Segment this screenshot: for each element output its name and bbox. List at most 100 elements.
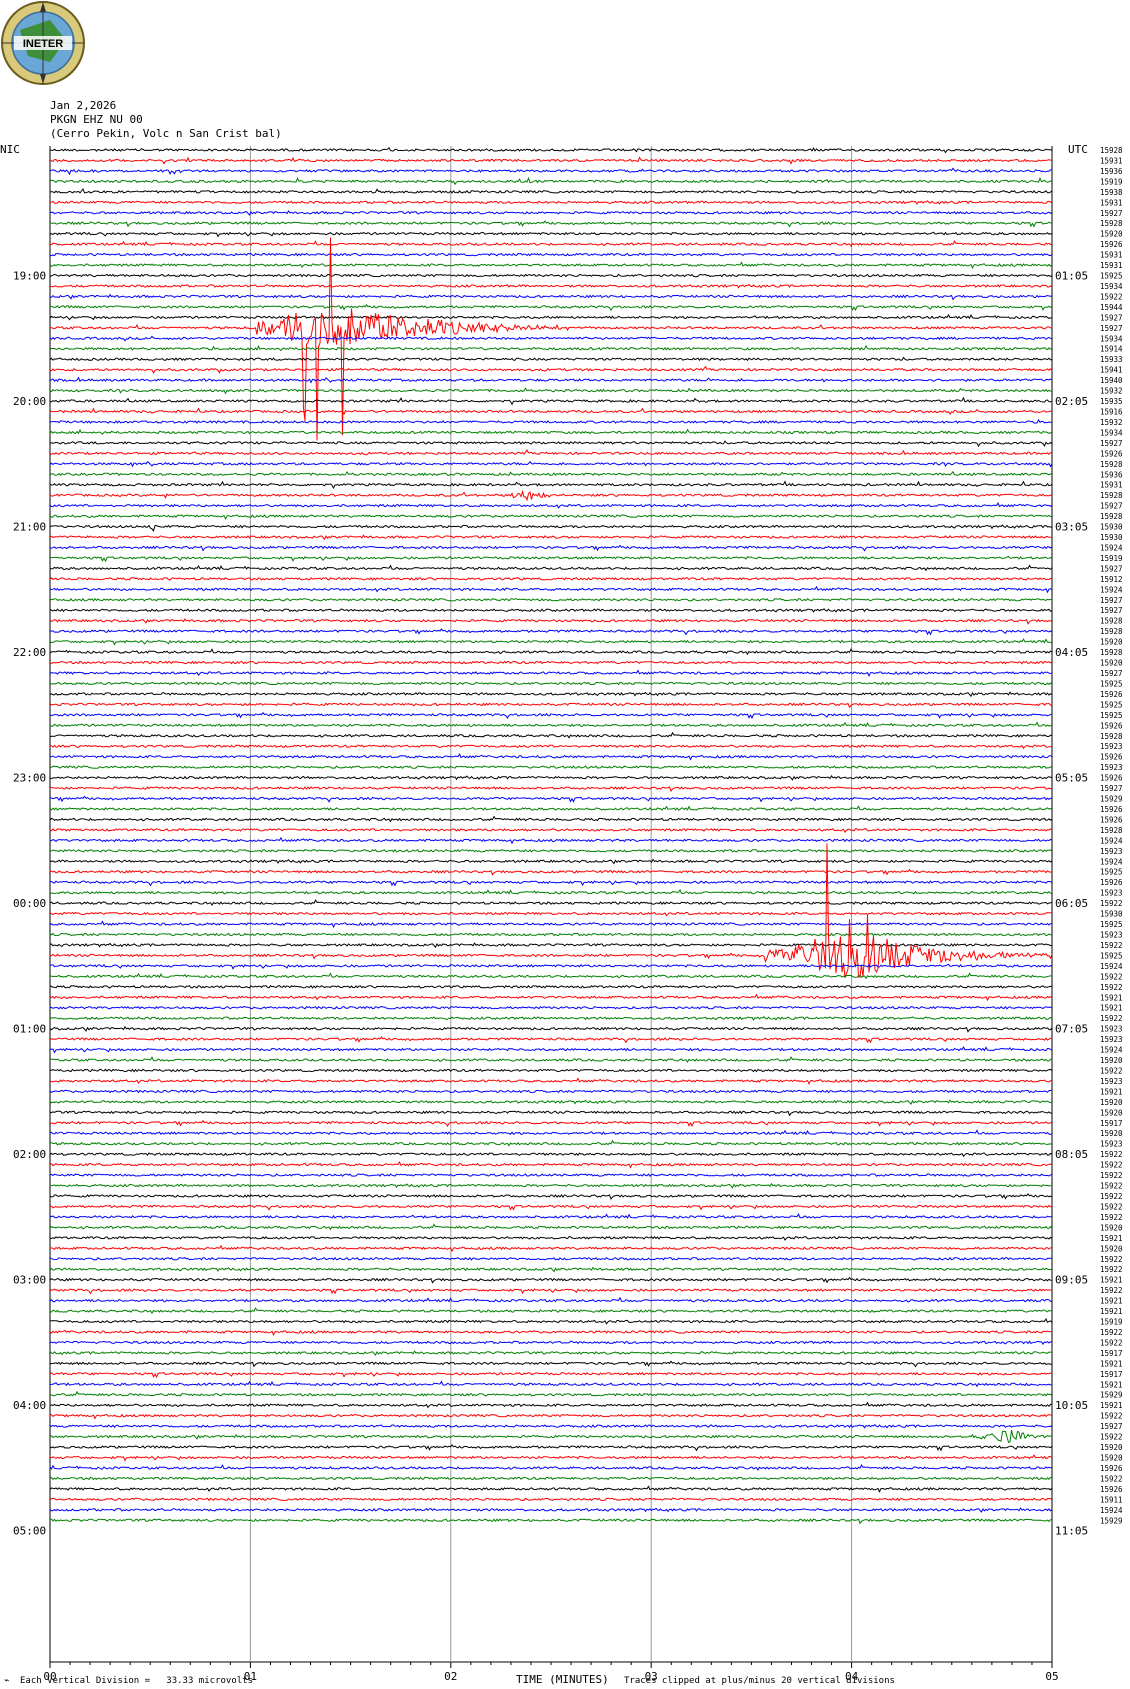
seismic-trace [49, 1507, 1053, 1513]
seismic-trace [49, 1256, 1053, 1261]
seismic-trace [49, 1401, 1053, 1409]
seismic-trace [49, 585, 1053, 594]
trace-mean-value: 15924 [1100, 836, 1123, 845]
x-tick-label: 00 [43, 1670, 56, 1683]
seismic-trace [49, 648, 1053, 656]
seismic-trace [49, 815, 1053, 823]
trace-mean-value: 15928 [1100, 627, 1123, 636]
trace-mean-value: 15930 [1100, 910, 1123, 919]
trace-mean-value: 15931 [1100, 156, 1123, 165]
trace-mean-value: 15934 [1100, 282, 1123, 291]
trace-mean-value: 15922 [1100, 1474, 1123, 1483]
nic-time-label: 20:00 [13, 395, 46, 408]
scale-marker-icon: ⌁ [4, 1676, 10, 1686]
utc-time-label: 09:05 [1055, 1274, 1088, 1287]
trace-mean-value: 15927 [1100, 596, 1123, 605]
seismic-trace [49, 1223, 1053, 1231]
trace-mean-value: 15928 [1100, 146, 1123, 155]
trace-mean-value: 15920 [1100, 1056, 1123, 1065]
trace-mean-value: 15927 [1100, 209, 1123, 218]
seismic-trace [49, 200, 1053, 205]
seismic-trace [49, 167, 1053, 176]
nic-time-label: 21:00 [13, 521, 46, 534]
trace-mean-value: 15922 [1100, 1213, 1123, 1222]
trace-mean-value: 15922 [1100, 1328, 1123, 1337]
seismic-trace [49, 660, 1053, 665]
seismic-trace [49, 597, 1053, 602]
trace-mean-value: 15927 [1100, 784, 1123, 793]
trace-mean-value: 15926 [1100, 690, 1123, 699]
trace-mean-value: 15922 [1100, 983, 1123, 992]
seismic-trace [50, 449, 1053, 456]
seismic-trace [49, 240, 1053, 248]
trace-mean-value: 15923 [1100, 1077, 1123, 1086]
trace-mean-value: 15921 [1100, 1276, 1123, 1285]
seismic-trace [49, 858, 1053, 865]
trace-mean-value: 15932 [1100, 387, 1123, 396]
utc-time-label: 02:05 [1055, 395, 1088, 408]
seismic-trace [49, 608, 1053, 613]
x-tick-label: 01 [244, 1670, 257, 1683]
trace-mean-value: 15935 [1100, 397, 1123, 406]
trace-mean-value: 15931 [1100, 251, 1123, 260]
plot-date: Jan 2,2026 [50, 99, 117, 112]
trace-mean-value: 15923 [1100, 931, 1123, 940]
trace-mean-value: 15931 [1100, 198, 1123, 207]
trace-mean-value: 15921 [1100, 1297, 1123, 1306]
seismic-trace [49, 1089, 1053, 1094]
seismic-trace [49, 899, 1053, 907]
seismic-trace [49, 1429, 1053, 1444]
seismic-trace [49, 1317, 1053, 1325]
trace-mean-value: 15925 [1100, 711, 1123, 720]
utc-time-label: 03:05 [1055, 521, 1088, 534]
trace-mean-value: 15914 [1100, 345, 1123, 354]
trace-mean-value: 15925 [1100, 700, 1123, 709]
seismic-trace [49, 848, 1053, 853]
seismic-trace [49, 544, 1053, 552]
seismic-trace [49, 418, 1053, 424]
seismic-trace [49, 490, 1053, 502]
trace-mean-value: 15926 [1100, 1485, 1123, 1494]
trace-mean-value: 15925 [1100, 679, 1123, 688]
trace-mean-value: 15932 [1100, 418, 1123, 427]
seismic-trace [49, 1518, 1053, 1525]
seismic-trace [49, 993, 1053, 1002]
trace-mean-value: 15922 [1100, 1171, 1123, 1180]
seismic-trace [49, 942, 1053, 949]
seismic-trace [49, 1015, 1053, 1021]
trace-mean-value: 15924 [1100, 962, 1123, 971]
trace-mean-value: 15938 [1100, 188, 1123, 197]
seismic-trace [49, 1152, 1053, 1158]
seismic-trace [49, 237, 1053, 441]
nic-time-label: 03:00 [13, 1274, 46, 1287]
trace-mean-value: 15921 [1100, 1234, 1123, 1243]
seismic-trace [49, 1340, 1053, 1345]
seismic-trace [49, 932, 1053, 937]
seismic-trace [49, 293, 1053, 301]
seismic-trace [49, 1288, 1053, 1295]
trace-mean-value: 15916 [1100, 408, 1123, 417]
x-tick-label: 02 [444, 1670, 457, 1683]
seismic-trace [49, 843, 1053, 978]
trace-mean-value: 15941 [1100, 366, 1123, 375]
logo-text: INETER [23, 38, 63, 50]
trace-mean-value: 15925 [1100, 920, 1123, 929]
seismic-trace [49, 480, 1053, 490]
nic-time-label: 19:00 [13, 270, 46, 283]
seismic-trace [49, 428, 1053, 435]
seismic-trace [50, 972, 1053, 980]
seismic-trace [49, 252, 1053, 257]
seismic-trace [49, 1307, 1053, 1315]
trace-mean-value: 15921 [1100, 993, 1123, 1002]
trace-mean-value: 15934 [1100, 334, 1123, 343]
trace-mean-value: 15926 [1100, 805, 1123, 814]
trace-mean-value: 15924 [1100, 585, 1123, 594]
trace-mean-value: 15928 [1100, 617, 1123, 626]
seismic-trace [49, 1110, 1053, 1117]
seismic-trace [49, 1036, 1053, 1044]
seismic-trace [50, 795, 1053, 803]
seismic-trace [49, 628, 1053, 636]
trace-mean-value: 15912 [1100, 575, 1123, 584]
seismic-trace [49, 1266, 1053, 1273]
trace-mean-value: 15920 [1100, 1244, 1123, 1253]
